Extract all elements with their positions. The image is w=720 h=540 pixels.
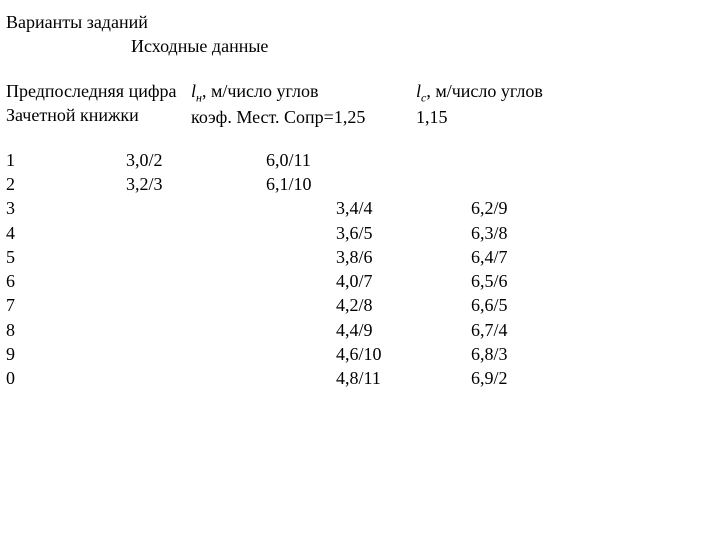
cell-value: 6,1/10 [266,172,336,196]
cell-value: 4,4/9 [336,318,471,342]
cell-value [266,366,336,390]
table-row: 1 3,0/2 6,0/11 [6,148,714,172]
cell-value [336,172,471,196]
cell-digit: 5 [6,245,126,269]
cell-value [471,148,714,172]
cell-digit: 2 [6,172,126,196]
cell-value [126,342,266,366]
cell-digit: 0 [6,366,126,390]
cell-value: 3,0/2 [126,148,266,172]
header-col-ln: lн, м/число углов коэф. Мест. Сопр=1,25 [191,79,416,130]
table-row: 8 4,4/9 6,7/4 [6,318,714,342]
cell-digit: 9 [6,342,126,366]
cell-value [126,221,266,245]
header-col2-line2: коэф. Мест. Сопр=1,25 [191,105,416,129]
cell-digit: 4 [6,221,126,245]
cell-value [126,196,266,220]
header-col-lc: lс, м/число углов 1,15 [416,79,714,130]
cell-value: 6,0/11 [266,148,336,172]
cell-value [471,172,714,196]
header-col-digit: Предпоследняя цифра Зачетной книжки [6,79,191,128]
cell-digit: 7 [6,293,126,317]
cell-value [266,245,336,269]
cell-digit: 6 [6,269,126,293]
cell-value [266,342,336,366]
cell-value: 6,5/6 [471,269,714,293]
table-row: 0 4,8/11 6,9/2 [6,366,714,390]
cell-value [266,293,336,317]
cell-value: 6,7/4 [471,318,714,342]
table-row: 4 3,6/5 6,3/8 [6,221,714,245]
cell-value [126,293,266,317]
table-row: 2 3,2/3 6,1/10 [6,172,714,196]
cell-value: 3,4/4 [336,196,471,220]
cell-value: 6,3/8 [471,221,714,245]
cell-value [336,148,471,172]
cell-digit: 1 [6,148,126,172]
table-row: 6 4,0/7 6,5/6 [6,269,714,293]
header-col3-line1: lс, м/число углов [416,79,714,106]
table-row: 7 4,2/8 6,6/5 [6,293,714,317]
header-col3-rest: , м/число углов [426,81,543,101]
table-row: 5 3,8/6 6,4/7 [6,245,714,269]
cell-value [126,269,266,293]
header-col1-line2: Зачетной книжки [6,103,191,127]
cell-value: 4,8/11 [336,366,471,390]
cell-value: 3,2/3 [126,172,266,196]
cell-value: 6,9/2 [471,366,714,390]
cell-value: 6,2/9 [471,196,714,220]
cell-value: 3,6/5 [336,221,471,245]
table-header: Предпоследняя цифра Зачетной книжки lн, … [6,79,714,130]
data-table: 1 3,0/2 6,0/11 2 3,2/3 6,1/10 3 3,4/4 6,… [6,148,714,391]
header-col2-line1: lн, м/число углов [191,79,416,106]
cell-digit: 8 [6,318,126,342]
cell-value: 6,4/7 [471,245,714,269]
table-row: 3 3,4/4 6,2/9 [6,196,714,220]
cell-value [266,196,336,220]
cell-value: 3,8/6 [336,245,471,269]
cell-digit: 3 [6,196,126,220]
cell-value [126,318,266,342]
document-title: Варианты заданий [6,10,714,34]
header-col2-rest: , м/число углов [202,81,319,101]
cell-value: 4,0/7 [336,269,471,293]
header-col1-line1: Предпоследняя цифра [6,79,191,103]
cell-value [266,221,336,245]
cell-value: 4,2/8 [336,293,471,317]
cell-value: 4,6/10 [336,342,471,366]
cell-value [266,269,336,293]
cell-value: 6,8/3 [471,342,714,366]
header-col3-line2: 1,15 [416,105,714,129]
cell-value: 6,6/5 [471,293,714,317]
cell-value [126,245,266,269]
table-row: 9 4,6/10 6,8/3 [6,342,714,366]
document-subtitle: Исходные данные [6,34,714,58]
cell-value [126,366,266,390]
cell-value [266,318,336,342]
